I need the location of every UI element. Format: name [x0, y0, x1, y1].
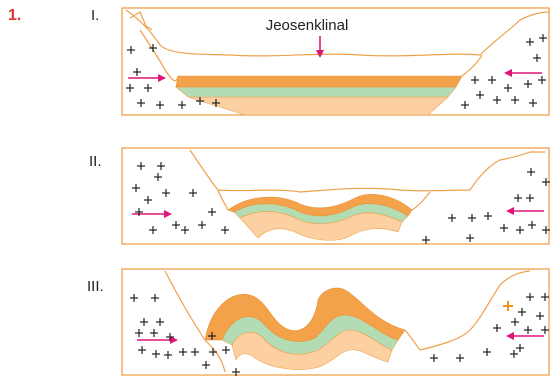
- annotation: Jeosenklinal: [266, 17, 349, 34]
- panel-label: I.: [91, 7, 99, 24]
- layer: [176, 87, 456, 97]
- panel-label: III.: [87, 278, 104, 295]
- diagram: 1. I. Jeosenklinal II. III.: [0, 0, 558, 381]
- layer: [176, 76, 462, 87]
- panel-label: II.: [89, 153, 102, 170]
- figure-number: 1.: [8, 7, 21, 24]
